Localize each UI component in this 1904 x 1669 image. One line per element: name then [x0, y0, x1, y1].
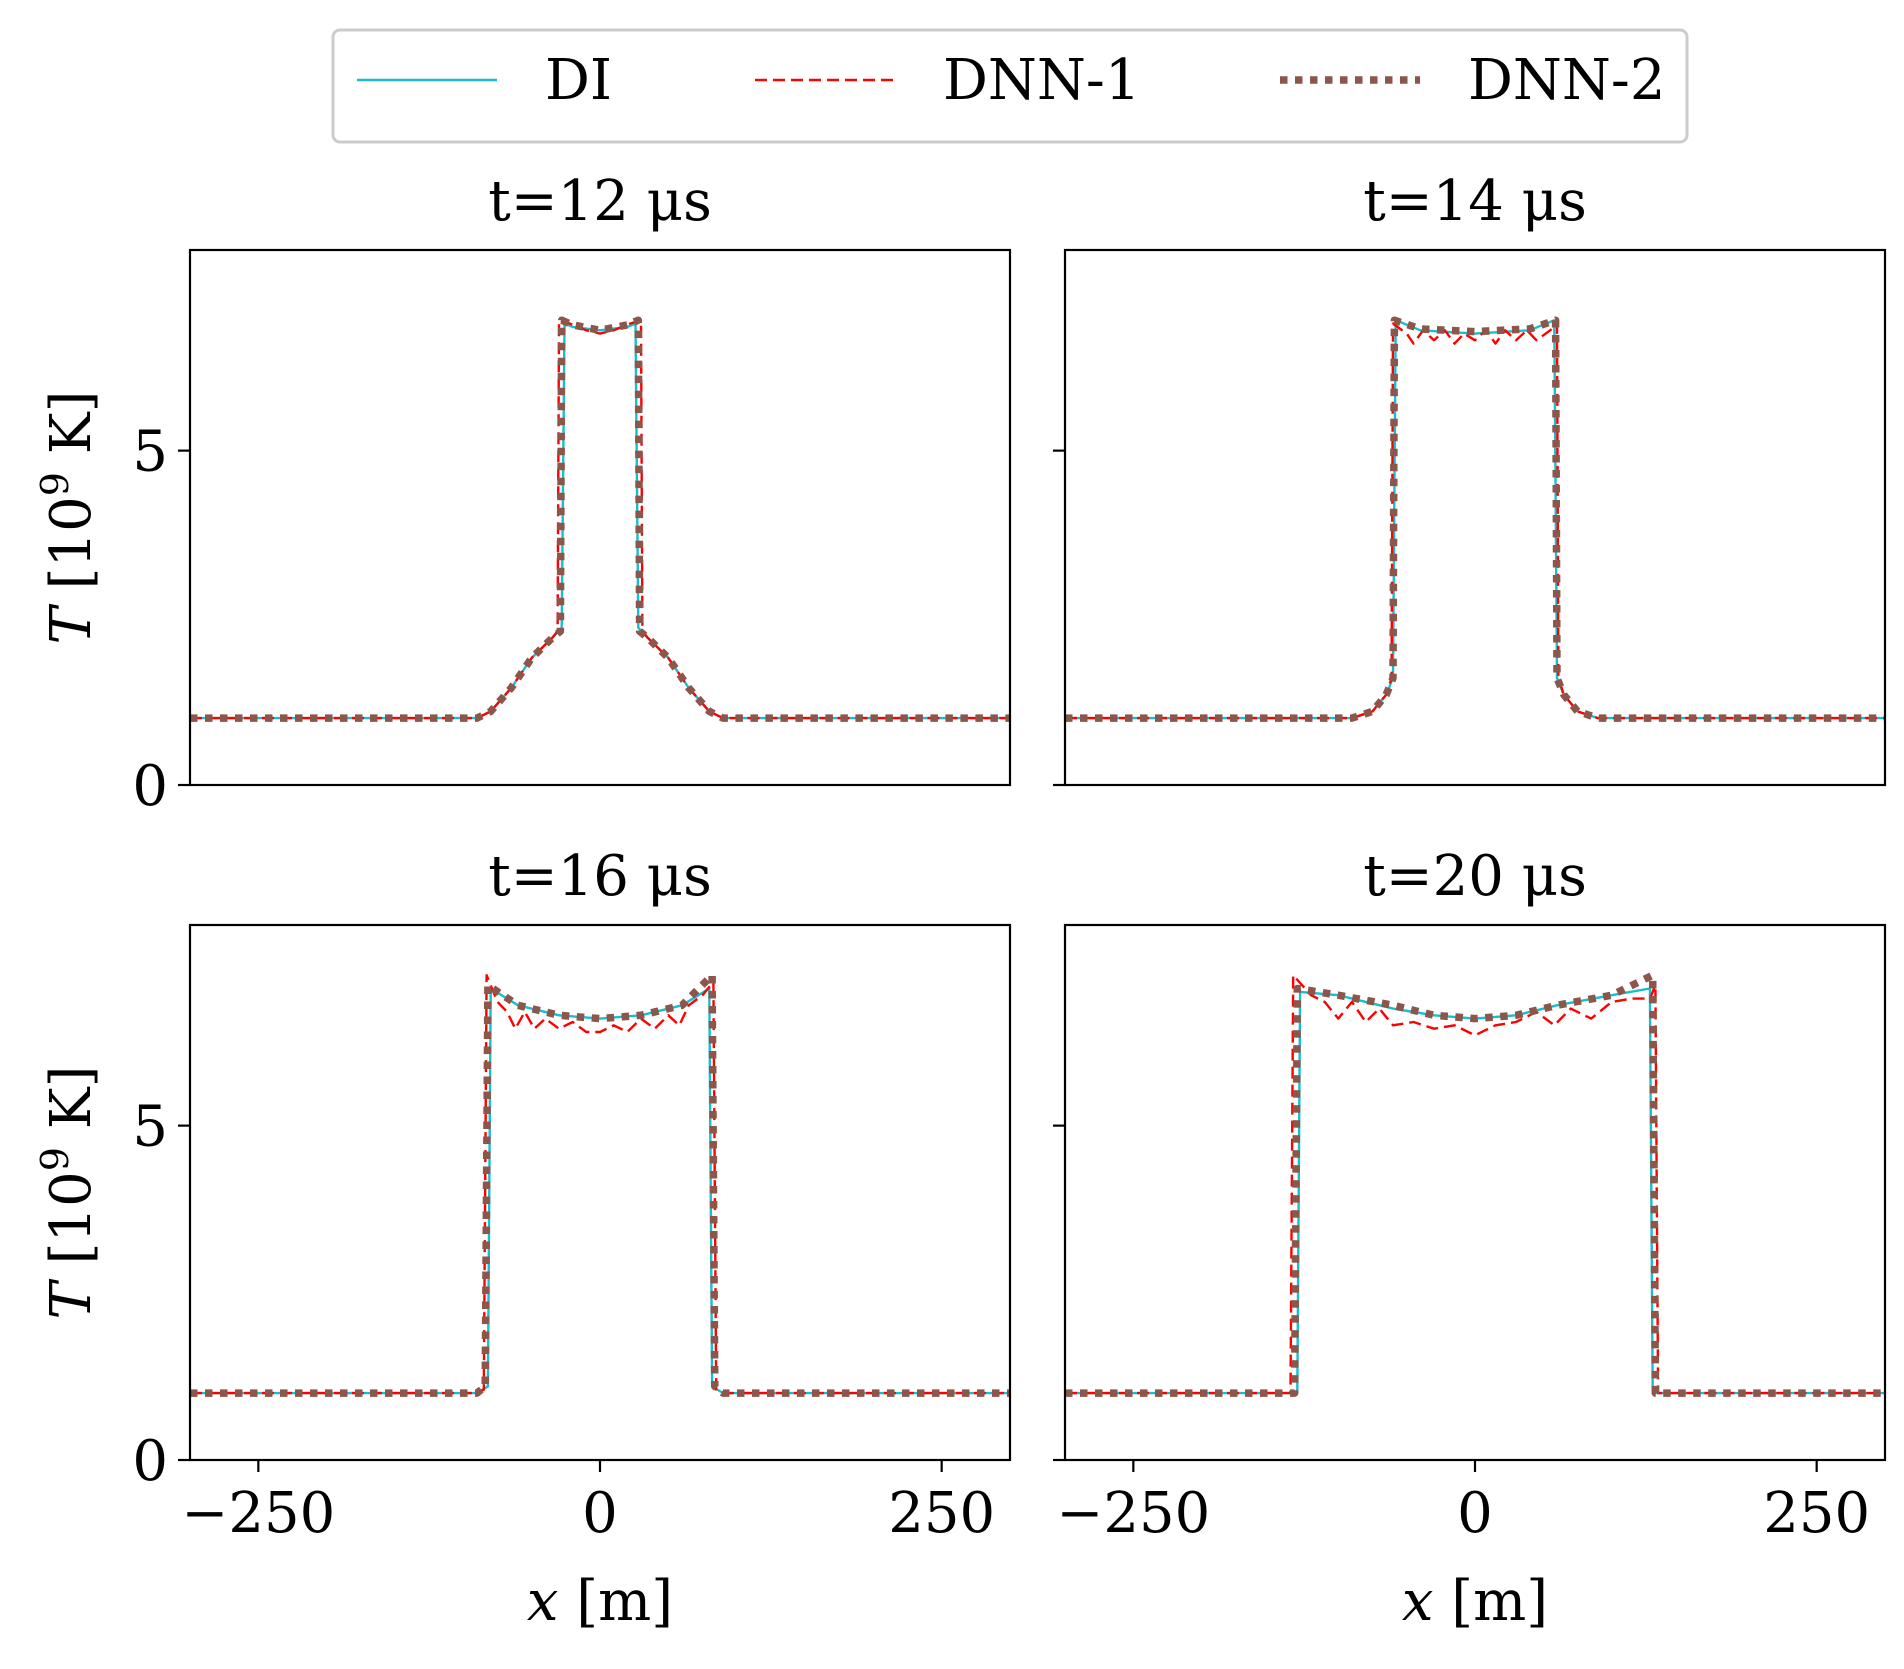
- series-di: [1065, 319, 1885, 720]
- x-tick-label: 0: [1457, 1481, 1493, 1546]
- panel-title: t=12 μs: [488, 169, 712, 234]
- plot-area: [190, 316, 1010, 722]
- legend-frame: [331, 28, 1689, 144]
- plot-area: [1065, 971, 1885, 1397]
- series-dnn-2: [1065, 971, 1885, 1397]
- series-dnn-1: [190, 319, 1010, 720]
- x-axis-label: x [m]: [1402, 1569, 1548, 1634]
- legend: DI DNN-1 DNN-2: [331, 28, 1689, 144]
- series-dnn-1: [190, 974, 1010, 1395]
- axes-frame: [1063, 923, 1887, 1462]
- legend-label-di: DI: [545, 48, 612, 113]
- plot-area: [190, 971, 1010, 1397]
- axes-frame: [188, 248, 1012, 787]
- y-tick-label: 0: [132, 1429, 168, 1494]
- series-di: [190, 987, 1010, 1395]
- x-tick-label: 250: [888, 1481, 995, 1546]
- panel-title: t=16 μs: [488, 844, 712, 909]
- panel-4: t=20 μs −250 0 250 x [m]: [1053, 844, 1887, 1634]
- series-dnn-1: [1065, 974, 1885, 1395]
- panel-1: t=12 μs 0 5 T [109 K]: [33, 169, 1012, 819]
- y-tick-label: 5: [132, 1095, 168, 1160]
- series-di: [1065, 987, 1885, 1395]
- panels: t=12 μs 0 5 T [109 K] t=14 μs t=16 μs 0 5 T [109…: [33, 169, 1887, 1634]
- x-tick-label: −250: [1056, 1481, 1210, 1546]
- x-tick-label: 250: [1763, 1481, 1870, 1546]
- x-tick-label: −250: [181, 1481, 335, 1546]
- plot-area: [1065, 316, 1885, 722]
- y-axis-label: T [109 K]: [33, 391, 104, 645]
- x-tick-label: 0: [582, 1481, 618, 1546]
- y-tick-label: 0: [132, 754, 168, 819]
- axes-frame: [188, 923, 1012, 1462]
- legend-label-dnn-1: DNN-1: [943, 48, 1140, 113]
- y-axis-label: T [109 K]: [33, 1066, 104, 1320]
- panel-title: t=14 μs: [1363, 169, 1587, 234]
- axes-frame: [1063, 248, 1887, 787]
- panel-title: t=20 μs: [1363, 844, 1587, 909]
- legend-label-dnn-2: DNN-2: [1468, 48, 1665, 113]
- series-dnn-2: [1065, 316, 1885, 722]
- panel-2: t=14 μs: [1053, 169, 1887, 787]
- series-dnn-1: [1065, 322, 1885, 720]
- series-dnn-2: [190, 316, 1010, 722]
- y-tick-label: 5: [132, 420, 168, 485]
- series-dnn-2: [190, 971, 1010, 1397]
- x-axis-label: x [m]: [527, 1569, 673, 1634]
- series-di: [190, 322, 1010, 720]
